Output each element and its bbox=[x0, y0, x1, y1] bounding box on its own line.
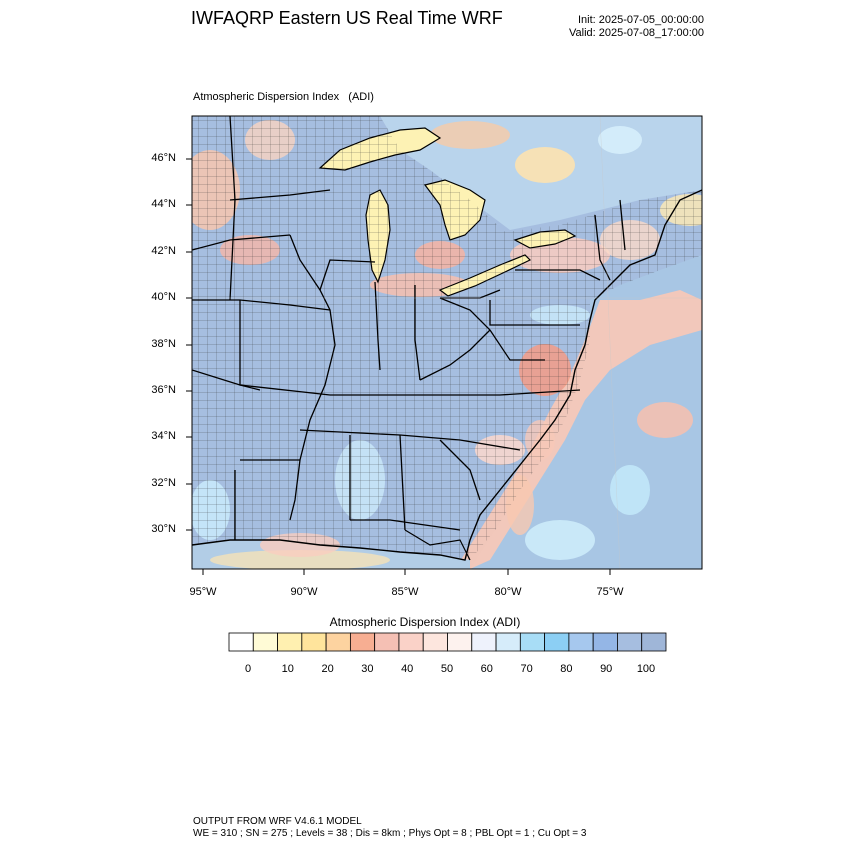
lat-label-36: 36°N bbox=[151, 384, 176, 396]
legend-tick-label: 50 bbox=[440, 663, 454, 675]
colorbar-swatch bbox=[447, 632, 473, 652]
colorbar-swatch bbox=[252, 632, 278, 652]
map-frame bbox=[191, 115, 703, 570]
colorbar-swatch bbox=[301, 632, 327, 652]
map-field bbox=[192, 116, 702, 569]
colorbar bbox=[228, 632, 667, 652]
legend-tick-label: 60 bbox=[480, 663, 493, 675]
colorbar-swatch bbox=[471, 632, 497, 652]
colorbar-swatch bbox=[349, 632, 376, 652]
lat-label-30: 30°N bbox=[151, 523, 176, 535]
lat-label-40: 40°N bbox=[151, 291, 176, 303]
colorbar-swatch bbox=[277, 632, 303, 652]
footer-model-line: OUTPUT FROM WRF V4.6.1 MODEL bbox=[193, 816, 362, 827]
map-subtitle: Atmospheric Dispersion Index (ADI) bbox=[193, 91, 374, 103]
axis-ticks bbox=[186, 158, 611, 575]
colorbar-swatch bbox=[398, 632, 424, 652]
valid-time: Valid: 2025-07-08_17:00:00 bbox=[569, 27, 704, 39]
lon-label-80: 80°W bbox=[494, 586, 522, 598]
lon-label-75: 75°W bbox=[596, 586, 624, 598]
legend-tick-label: 20 bbox=[321, 663, 334, 675]
lon-label-95: 95°W bbox=[189, 586, 217, 598]
lat-label-34: 34°N bbox=[151, 430, 176, 442]
colorbar-swatch bbox=[374, 632, 400, 652]
gulf-warm-area bbox=[210, 550, 390, 569]
lat-label-38: 38°N bbox=[151, 338, 176, 350]
colorbar-swatch bbox=[519, 632, 546, 652]
lat-label-42: 42°N bbox=[151, 245, 176, 257]
colorbar-swatch bbox=[641, 632, 667, 652]
legend-tick-label: 40 bbox=[401, 663, 414, 675]
colorbar-swatch bbox=[544, 632, 570, 652]
coastline bbox=[192, 189, 702, 561]
legend-tick-label: 90 bbox=[600, 663, 613, 675]
legend-tick-label: 100 bbox=[636, 663, 656, 675]
offshore-blob bbox=[610, 465, 650, 515]
init-time: Init: 2025-07-05_00:00:00 bbox=[578, 14, 704, 26]
colorbar-swatch bbox=[617, 632, 643, 652]
colorbar-swatch bbox=[325, 632, 351, 652]
lon-label-85: 85°W bbox=[391, 586, 419, 598]
florida-coast bbox=[404, 529, 471, 561]
county-boundaries bbox=[192, 116, 702, 560]
colorbar-swatch bbox=[592, 632, 618, 652]
canada-warm-area bbox=[430, 121, 510, 149]
canada-warm-area bbox=[515, 147, 575, 183]
footer-config-line: WE = 310 ; SN = 275 ; Levels = 38 ; Dis … bbox=[193, 828, 587, 839]
colorbar-swatch bbox=[422, 632, 448, 652]
state-boundaries bbox=[192, 116, 626, 540]
legend-tick-label: 10 bbox=[281, 663, 294, 675]
lon-label-90: 90°W bbox=[290, 586, 318, 598]
canada-cool-area bbox=[598, 126, 642, 154]
offshore-blob bbox=[525, 520, 595, 560]
colorbar-swatch bbox=[495, 632, 521, 652]
graticule bbox=[192, 116, 702, 569]
colorbar-swatch bbox=[568, 632, 594, 652]
colorbar-swatch bbox=[228, 632, 254, 652]
legend-tick-label: 30 bbox=[361, 663, 374, 675]
legend-tick-label: 80 bbox=[560, 663, 573, 675]
lat-label-32: 32°N bbox=[151, 477, 176, 489]
lat-label-46: 46°N bbox=[151, 152, 176, 164]
legend-tick-label: 0 bbox=[244, 663, 252, 675]
legend-title: Atmospheric Dispersion Index (ADI) bbox=[329, 615, 521, 629]
legend-tick-label: 70 bbox=[520, 663, 533, 675]
lat-label-44: 44°N bbox=[151, 198, 176, 210]
offshore-blob bbox=[637, 402, 693, 438]
page-title: IWFAQRP Eastern US Real Time WRF bbox=[191, 8, 503, 28]
